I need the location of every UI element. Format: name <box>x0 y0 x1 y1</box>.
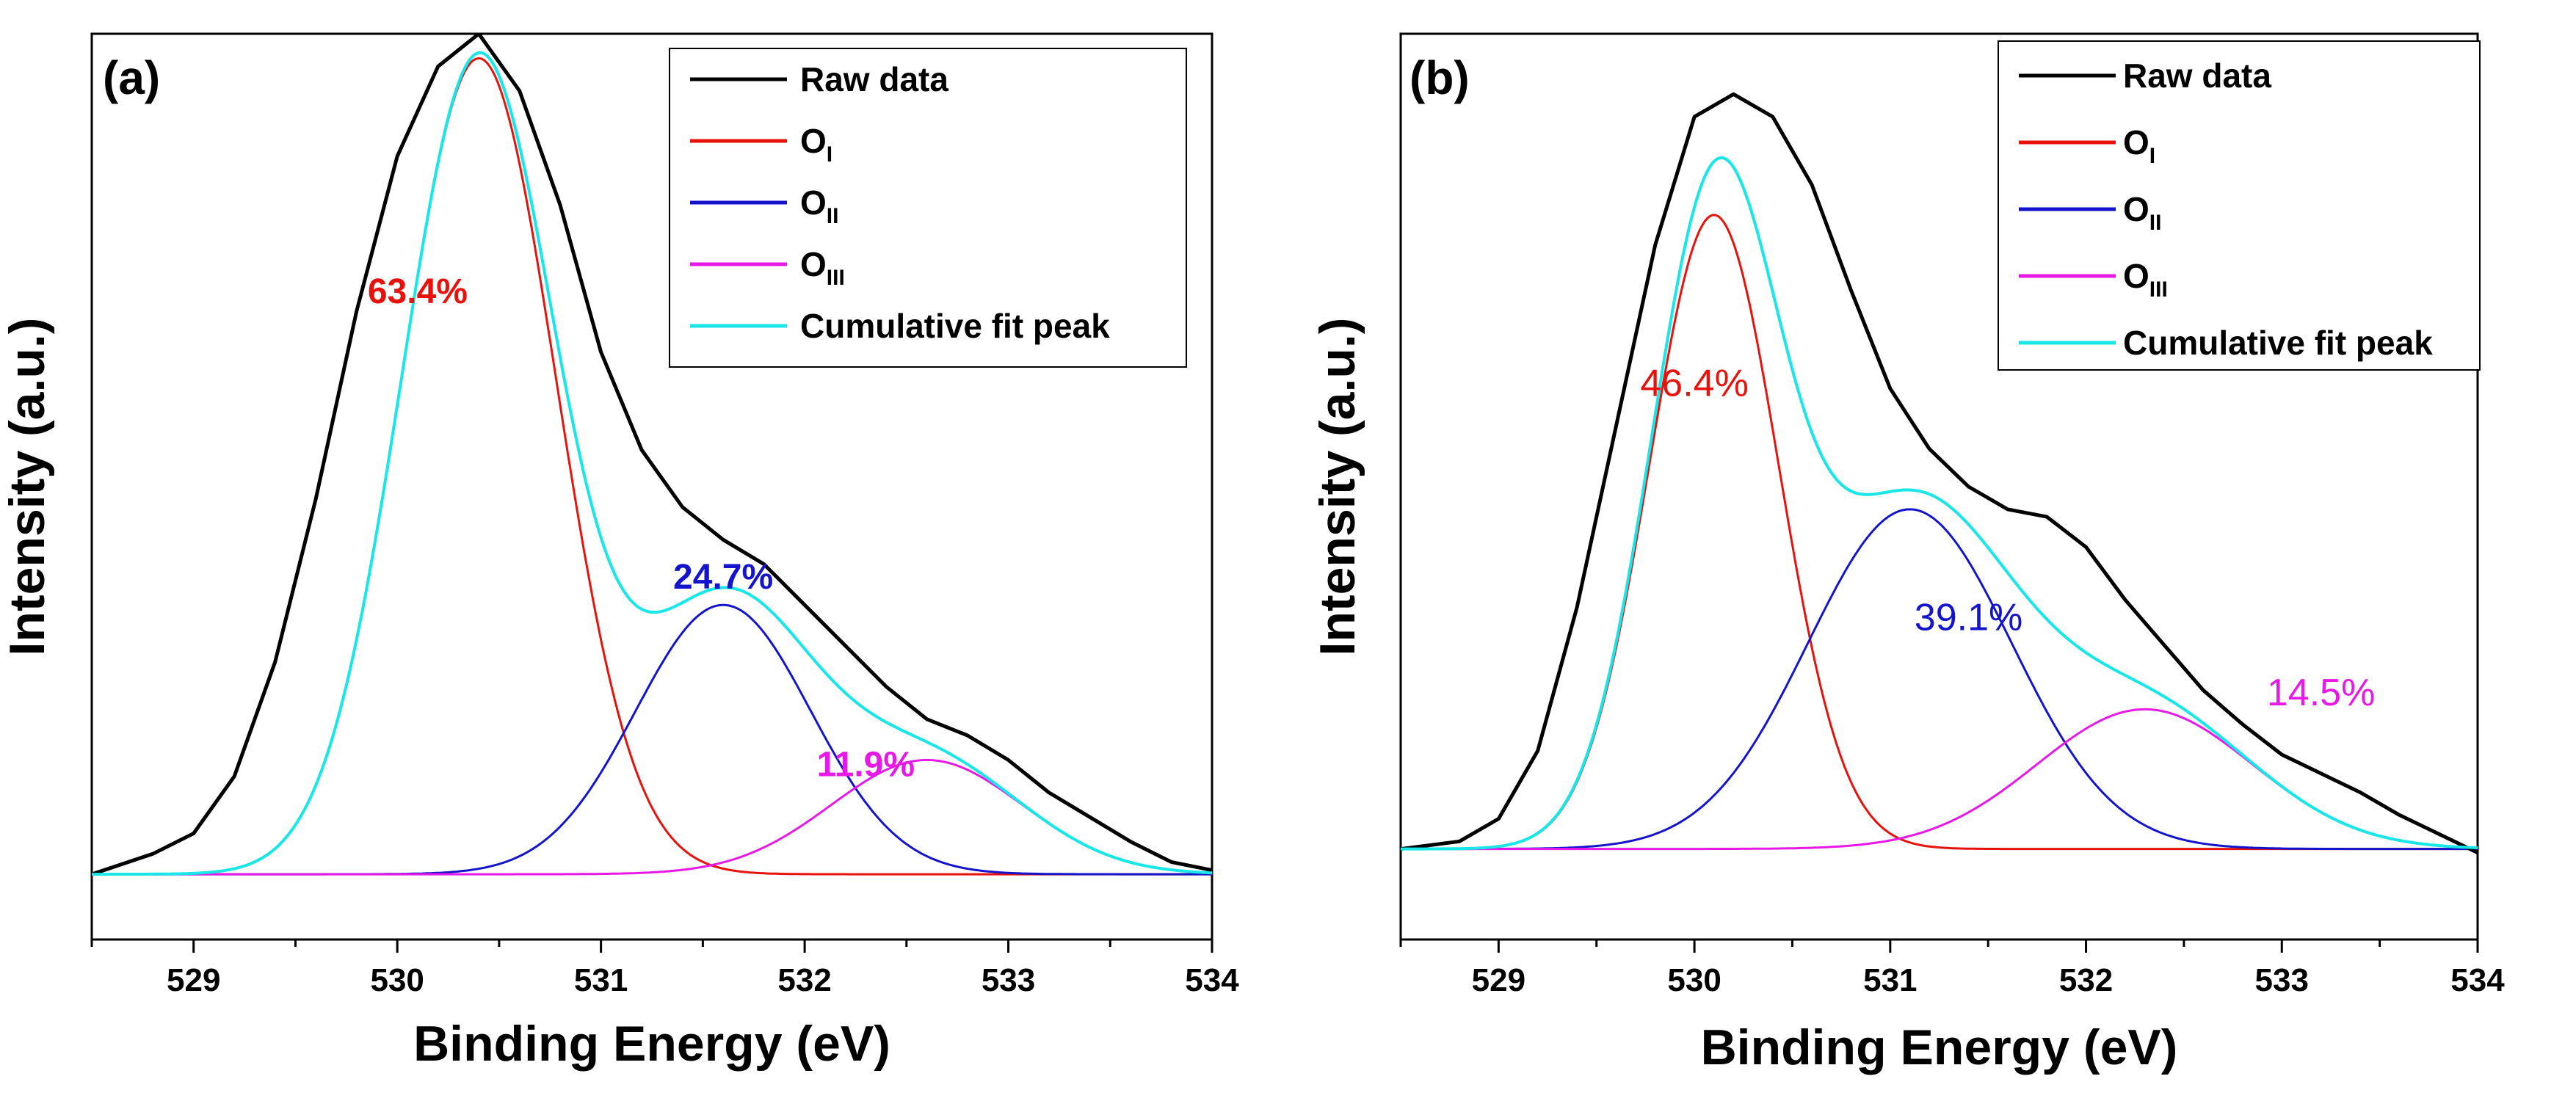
x-tick-label: 529 <box>167 962 220 998</box>
y-axis-title: Intensity (a.u.) <box>0 318 55 656</box>
x-tick-label: 533 <box>982 962 1035 998</box>
percentage-label: 11.9% <box>817 746 915 785</box>
x-tick-label: 532 <box>2059 962 2113 998</box>
panel-b: 529 530 531 532 533 534 Binding Energy (eV) Int… <box>1310 32 2505 1075</box>
panel-label: (b) <box>1409 51 1470 104</box>
series-line-o-iii <box>1401 708 2478 851</box>
legend-box <box>1998 40 2481 371</box>
legend-entry: Cumulative fit peak <box>2123 324 2433 362</box>
legend-box <box>669 48 1187 368</box>
x-axis-title: Binding Energy (eV) <box>1701 1020 2178 1075</box>
series-line-o-ii <box>92 603 1212 876</box>
x-tick-label: 530 <box>370 962 424 998</box>
series-line-cumulative-fit-peak <box>1401 156 2478 851</box>
plot-frame <box>1399 32 2479 941</box>
x-tick-label: 530 <box>1667 962 1721 998</box>
x-tick-label: 529 <box>1472 962 1525 998</box>
series-line-raw-data <box>1401 92 2478 854</box>
series-line-o-iii <box>92 758 1212 876</box>
x-tick-label: 532 <box>777 962 831 998</box>
percentage-label: 39.1% <box>1915 596 2022 639</box>
x-axis-title: Binding Energy (eV) <box>413 1016 890 1072</box>
percentage-label: 24.7% <box>673 558 773 597</box>
x-tick-label: 534 <box>1185 962 1239 998</box>
legend-entry: Cumulative fit peak <box>800 307 1110 345</box>
panel-a: 529 530 531 532 533 534 Binding Energy (eV) Int… <box>0 32 1239 1072</box>
series-line-raw-data <box>92 34 1212 876</box>
panel-label: (a) <box>103 51 160 104</box>
x-tick-label: 531 <box>574 962 628 998</box>
x-tick-label: 531 <box>1863 962 1917 998</box>
series-line-o-ii <box>1401 508 2478 851</box>
x-tick-label: 534 <box>2450 962 2505 998</box>
y-axis-title: Intensity (a.u.) <box>1310 318 1365 656</box>
percentage-label: 63.4% <box>368 272 468 311</box>
legend-entry: Raw data <box>800 60 948 98</box>
series-line-cumulative-fit-peak <box>92 51 1212 876</box>
percentage-label: 14.5% <box>2267 672 2375 714</box>
percentage-label: 46.4% <box>1640 363 1748 405</box>
legend-entry: Raw data <box>2123 57 2271 95</box>
plot-frame <box>90 32 1213 941</box>
x-tick-label: 533 <box>2255 962 2309 998</box>
